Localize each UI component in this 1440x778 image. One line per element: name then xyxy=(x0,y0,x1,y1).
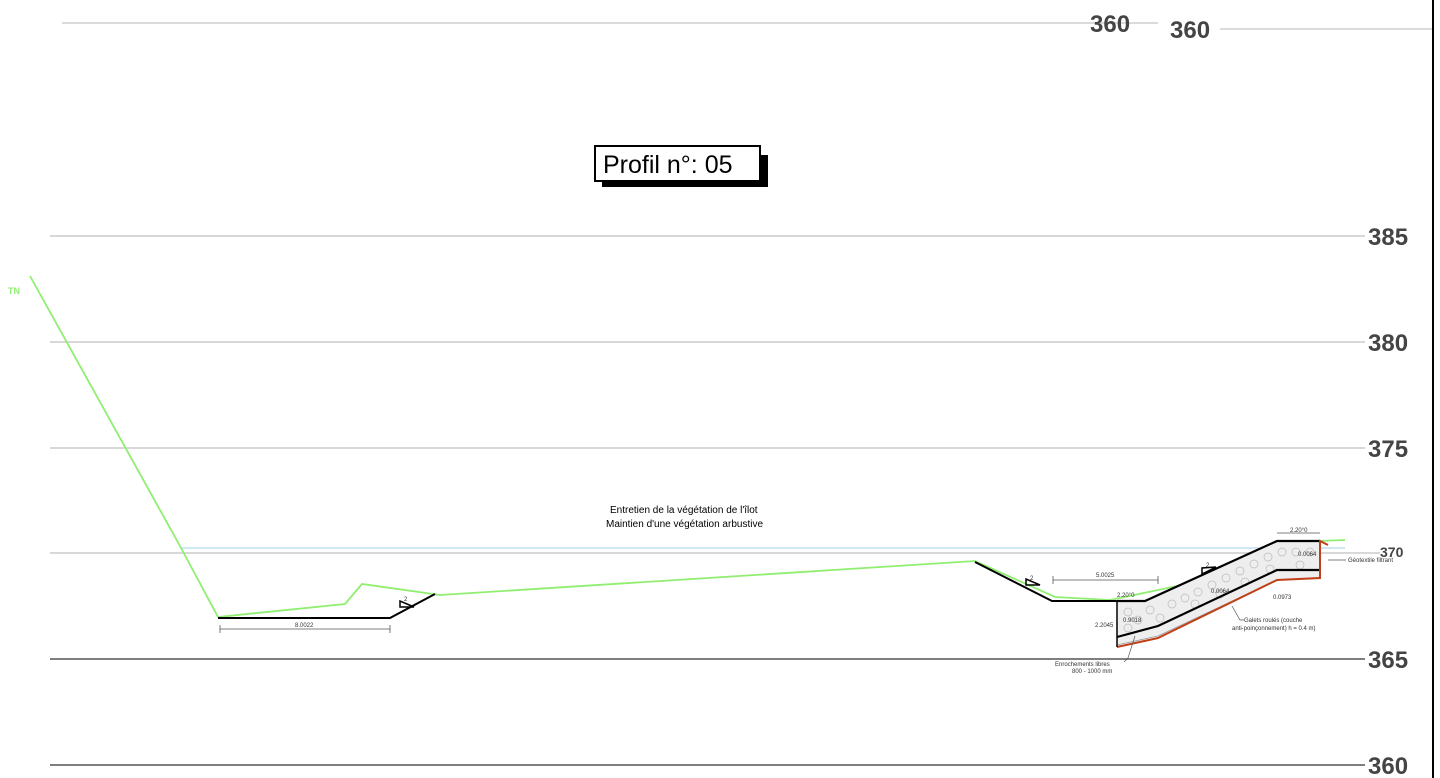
slope-marker-1 xyxy=(399,599,415,608)
slope-marker-2 xyxy=(1025,577,1041,586)
dimension-toe-depth: 2.2045 xyxy=(1095,623,1114,629)
slope-mark-3: 2 xyxy=(1206,563,1210,569)
dimension-top-width: 2.20°0 xyxy=(1290,528,1308,534)
annotation-line-1: Entretien de la végétation de l'îlot xyxy=(610,505,758,516)
top-label-1: 360 xyxy=(1090,11,1130,38)
annotation-line-2: Maintien d'une végétation arbustive xyxy=(606,519,763,530)
elevation-label-365: 365 xyxy=(1368,647,1408,674)
elevation-label-385: 385 xyxy=(1368,224,1408,251)
elevation-label-370: 370 xyxy=(1380,544,1404,560)
dimension-toe-thickness: 0.9018 xyxy=(1123,618,1142,624)
elevation-label-380: 380 xyxy=(1368,330,1408,357)
geotextile-line xyxy=(1116,539,1329,648)
slope-mark-1: 2 xyxy=(404,597,408,603)
dimension-top-thickness: 0.0064 xyxy=(1298,552,1317,558)
tn-label: TN xyxy=(8,286,20,296)
riprap-inner-line xyxy=(1116,568,1320,639)
profile-title: Profil n°: 05 xyxy=(603,151,733,179)
slope-marker-3 xyxy=(1201,566,1217,576)
dimension-toe-width: 2.20°0 xyxy=(1117,593,1135,599)
enroch-label-2: 800 - 1000 mm xyxy=(1072,669,1112,675)
dimension-top-right: 0.0973 xyxy=(1273,595,1292,601)
title-box xyxy=(594,145,761,182)
top-label-2: 360 xyxy=(1170,17,1210,44)
dimension-middle-bench: 5.0025 xyxy=(1096,573,1115,579)
galets-leader xyxy=(1231,605,1244,621)
gravel-pattern xyxy=(1123,547,1315,633)
elevation-label-375: 375 xyxy=(1368,436,1408,463)
dimension-left-channel: 8.0022 xyxy=(295,623,314,629)
terrain-natural-line xyxy=(29,275,1346,618)
galets-label-1: Galets roulés (couche xyxy=(1244,618,1303,624)
galets-label-2: anti-poinçonnement) h = 0.4 m) xyxy=(1232,626,1316,632)
slope-mark-2: 2 xyxy=(1030,576,1034,582)
enroch-leader xyxy=(1123,635,1136,663)
design-bench-right xyxy=(974,561,1117,602)
elevation-label-360: 360 xyxy=(1368,753,1408,778)
riprap-top-line xyxy=(1117,539,1320,603)
geotextile-label: Géotextile filtrant xyxy=(1348,558,1393,564)
enroch-label-1: Enrochements libres xyxy=(1055,662,1110,668)
dimension-mid-thickness: 0.0064 xyxy=(1211,589,1230,595)
design-channel-left xyxy=(218,593,436,619)
